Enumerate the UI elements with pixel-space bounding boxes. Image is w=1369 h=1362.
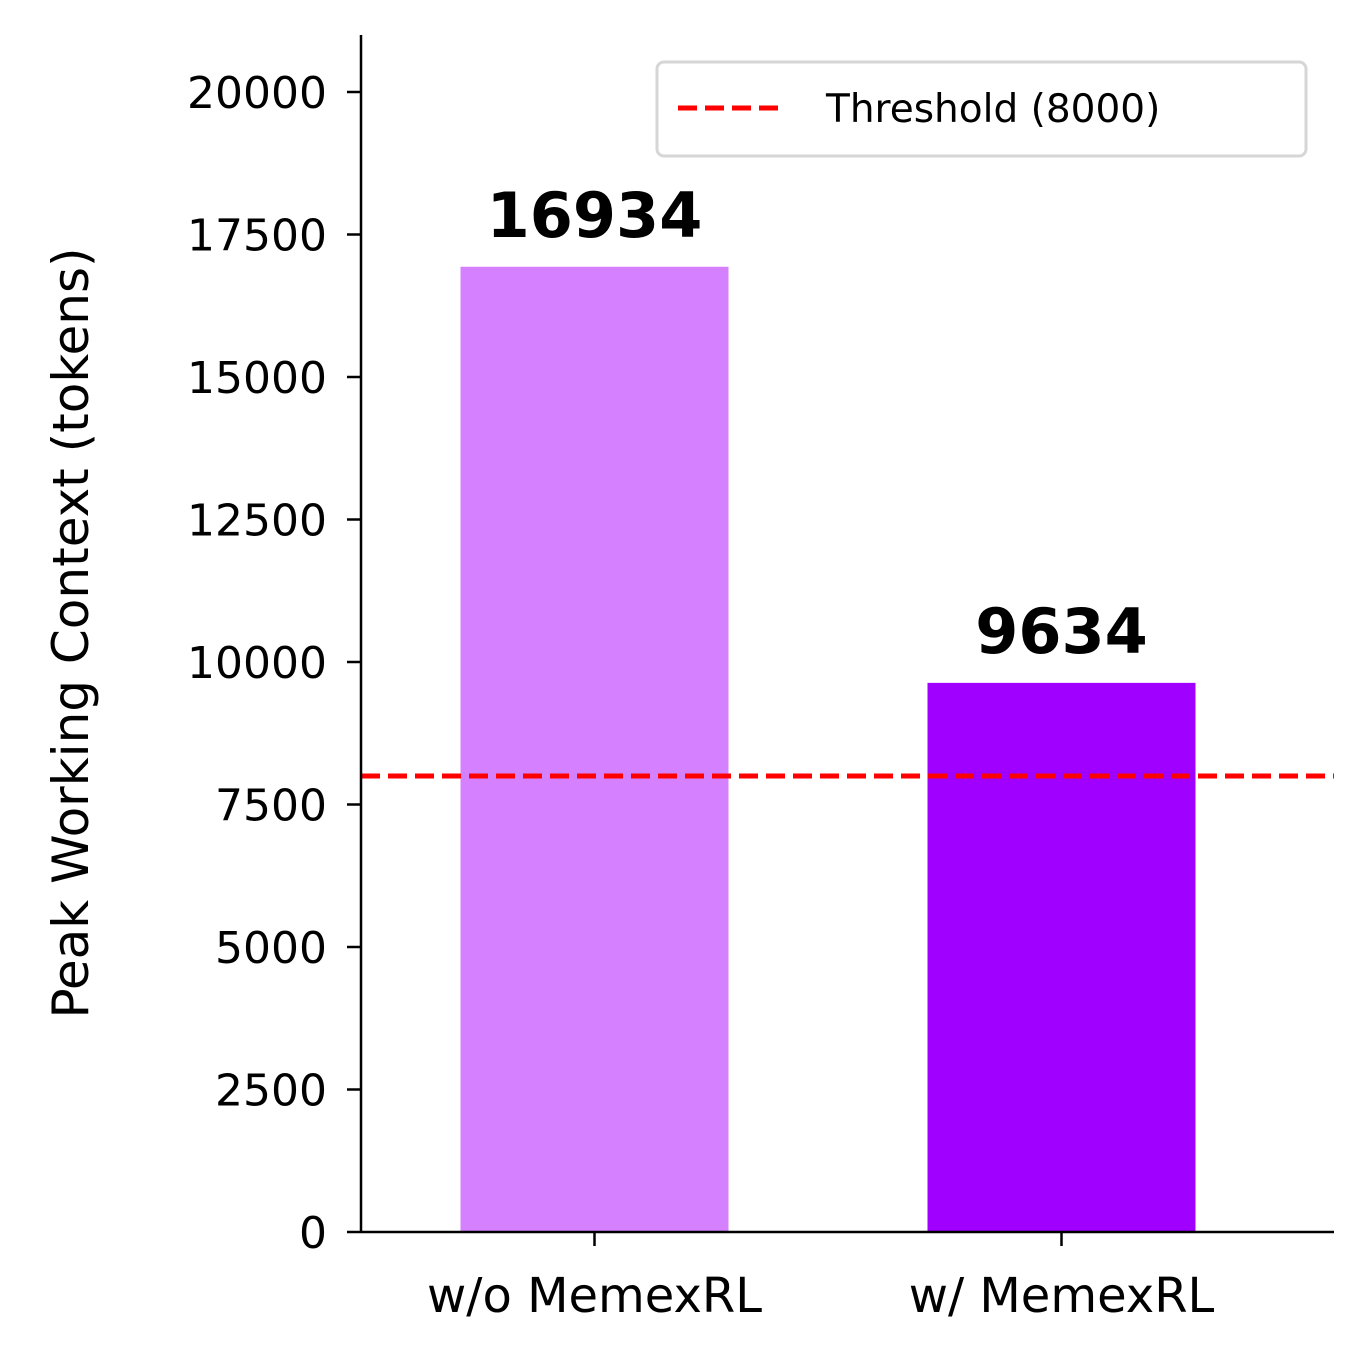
legend-label: Threshold (8000) (825, 87, 1160, 132)
y-tick-label: 0 (299, 1208, 327, 1259)
legend-box (655, 60, 1308, 158)
y-tick-label: 7500 (215, 781, 327, 832)
bar (927, 682, 1196, 1232)
y-axis-label: Peak Working Context (tokens) (42, 247, 100, 1018)
y-tick-label: 2500 (215, 1066, 327, 1117)
data-label: 16934 (487, 179, 703, 252)
y-tick-label: 5000 (215, 923, 327, 974)
y-tick-label: 15000 (187, 353, 327, 404)
y-tick-label: 10000 (187, 638, 327, 689)
data-label: 9634 (975, 595, 1148, 668)
x-tick-label: w/ MemexRL (909, 1268, 1215, 1324)
y-tick-label: 20000 (187, 68, 327, 119)
x-tick-label: w/o MemexRL (427, 1268, 762, 1324)
y-tick-label: 12500 (187, 496, 327, 547)
bar (460, 266, 729, 1233)
y-tick-label: 17500 (187, 211, 327, 262)
